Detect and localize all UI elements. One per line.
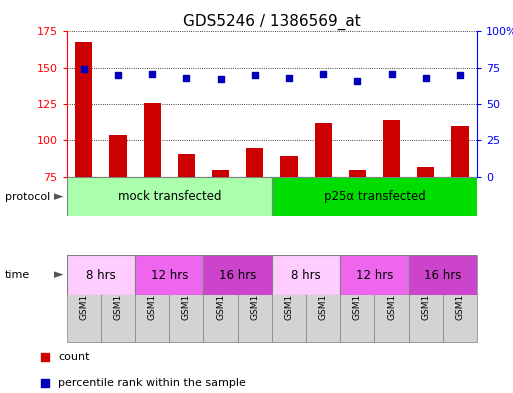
- Bar: [272, 255, 340, 295]
- Text: GSM1252437: GSM1252437: [387, 260, 396, 320]
- Bar: [383, 120, 400, 177]
- Bar: [204, 255, 238, 342]
- Point: [387, 70, 396, 77]
- Bar: [272, 255, 306, 342]
- Bar: [109, 135, 127, 177]
- Bar: [67, 255, 135, 295]
- Point: [294, 272, 303, 278]
- Point: [294, 39, 303, 46]
- Bar: [443, 255, 477, 342]
- Bar: [306, 255, 340, 342]
- Text: 8 hrs: 8 hrs: [86, 268, 116, 282]
- Point: [319, 70, 327, 77]
- Bar: [272, 177, 477, 216]
- Bar: [451, 126, 468, 177]
- Text: GSM1252440: GSM1252440: [421, 260, 430, 320]
- Bar: [281, 156, 298, 177]
- Text: ►: ►: [54, 190, 64, 203]
- Text: GSM1252441: GSM1252441: [456, 260, 464, 320]
- Point: [251, 72, 259, 78]
- Bar: [178, 154, 195, 177]
- Text: GSM1252431: GSM1252431: [113, 260, 123, 320]
- Text: 8 hrs: 8 hrs: [291, 268, 321, 282]
- Text: 16 hrs: 16 hrs: [424, 268, 462, 282]
- Text: 16 hrs: 16 hrs: [219, 268, 256, 282]
- Text: time: time: [5, 270, 30, 280]
- Text: GSM1252439: GSM1252439: [250, 260, 259, 320]
- Text: count: count: [58, 352, 90, 362]
- Text: mock transfected: mock transfected: [117, 190, 221, 203]
- Text: p25α transfected: p25α transfected: [324, 190, 425, 203]
- Bar: [409, 255, 477, 295]
- Point: [216, 76, 225, 83]
- Text: GSM1252435: GSM1252435: [182, 260, 191, 320]
- Text: GSM1252432: GSM1252432: [285, 260, 293, 320]
- Title: GDS5246 / 1386569_at: GDS5246 / 1386569_at: [183, 14, 361, 30]
- Point: [114, 72, 122, 78]
- Bar: [349, 169, 366, 177]
- Bar: [340, 255, 374, 342]
- Bar: [374, 255, 409, 342]
- Text: 12 hrs: 12 hrs: [356, 268, 393, 282]
- Text: GSM1252430: GSM1252430: [80, 260, 88, 320]
- Point: [148, 70, 156, 77]
- Point: [456, 72, 464, 78]
- Text: protocol: protocol: [5, 191, 50, 202]
- Bar: [417, 167, 435, 177]
- Bar: [314, 123, 332, 177]
- Bar: [409, 255, 443, 342]
- Text: GSM1252434: GSM1252434: [148, 260, 156, 320]
- Text: 12 hrs: 12 hrs: [151, 268, 188, 282]
- Text: GSM1252436: GSM1252436: [353, 260, 362, 320]
- Bar: [169, 255, 204, 342]
- Point: [285, 75, 293, 81]
- Bar: [246, 148, 263, 177]
- Text: GSM1252433: GSM1252433: [319, 260, 328, 320]
- Bar: [144, 103, 161, 177]
- Bar: [212, 169, 229, 177]
- Bar: [67, 255, 101, 342]
- Bar: [204, 255, 272, 295]
- Bar: [135, 255, 204, 295]
- Point: [182, 75, 190, 81]
- Bar: [340, 255, 409, 295]
- Bar: [75, 42, 92, 177]
- Bar: [101, 255, 135, 342]
- Text: percentile rank within the sample: percentile rank within the sample: [58, 378, 246, 388]
- Text: GSM1252438: GSM1252438: [216, 260, 225, 320]
- Point: [422, 75, 430, 81]
- Bar: [135, 255, 169, 342]
- Bar: [67, 177, 272, 216]
- Point: [353, 78, 362, 84]
- Text: ►: ►: [54, 268, 64, 282]
- Point: [80, 66, 88, 72]
- Bar: [238, 255, 272, 342]
